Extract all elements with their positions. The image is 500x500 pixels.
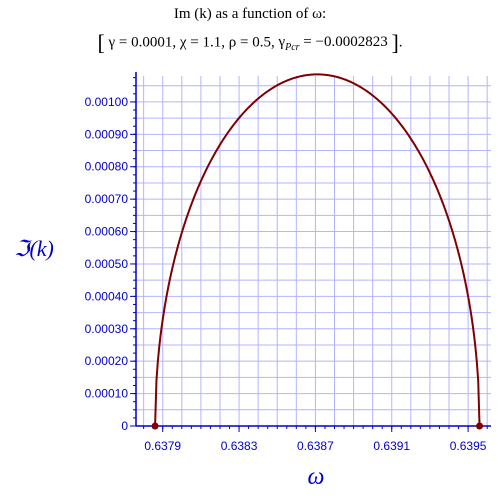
y-tick-label: 0.00050 [85, 257, 129, 271]
chart-parameters: [ γ = 0.0001, χ = 1.1, ρ = 0.5, γPcr = −… [97, 30, 403, 55]
chart-title: Im (k) as a function of ω: [173, 6, 327, 22]
series-line [154, 73, 481, 427]
ticks: 0 0.00010 0.00020 0.00030 0.00040 0.00050 0.00… [85, 77, 488, 453]
endpoints [151, 422, 484, 430]
y-tick-label: 0.00060 [85, 225, 129, 239]
grid [136, 76, 491, 426]
x-tick-label: 0.6395 [450, 439, 487, 453]
x-tick-label: 0.6383 [221, 439, 258, 453]
chi-param: χ = 1.1, [179, 34, 225, 51]
x-tick-label: 0.6391 [373, 439, 410, 453]
endpoint-marker [476, 422, 484, 430]
y-tick-label: 0.00040 [85, 289, 129, 303]
y-axis-label: ℑ(k) [14, 236, 54, 261]
axes [135, 72, 491, 427]
y-tick-label: 0.00080 [85, 160, 129, 174]
rho-param: ρ = 0.5, [228, 34, 275, 51]
gamma-pcr-param: γPcr = −0.0002823 [278, 34, 388, 54]
y-tick-label: 0.00090 [85, 127, 129, 141]
y-tick-label: 0 [121, 419, 128, 433]
y-tick-label: 0.00030 [85, 322, 129, 336]
x-tick-label: 0.6387 [297, 439, 334, 453]
gamma-param: γ = 0.0001, [108, 34, 177, 51]
y-tick-label: 0.00070 [85, 192, 129, 206]
y-tick-label: 0.00100 [85, 95, 129, 109]
endpoint-marker [151, 422, 159, 430]
y-tick-label: 0.00020 [85, 354, 129, 368]
x-axis-label: ω [308, 464, 325, 490]
x-tick-label: 0.6379 [144, 439, 181, 453]
y-tick-label: 0.00010 [85, 387, 129, 401]
